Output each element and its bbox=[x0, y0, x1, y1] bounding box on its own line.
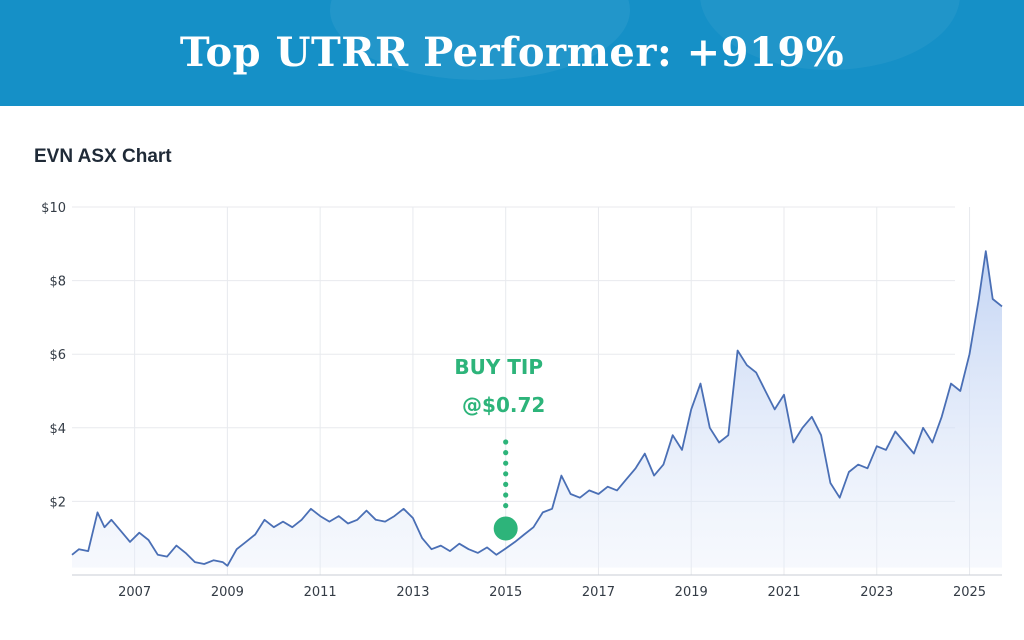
y-tick-label: $2 bbox=[49, 495, 66, 510]
y-tick-label: $8 bbox=[49, 275, 66, 290]
buy-tip-label: BUY TIP bbox=[454, 355, 543, 379]
buy-tip-price-label: @$0.72 bbox=[462, 393, 545, 417]
pointer-dot bbox=[503, 450, 509, 456]
y-tick-label: $4 bbox=[49, 422, 66, 437]
title-banner: Top UTRR Performer: +919% bbox=[0, 0, 1024, 106]
x-tick-label: 2009 bbox=[211, 585, 244, 600]
price-line bbox=[71, 250, 1003, 567]
buy-point-marker bbox=[493, 516, 518, 541]
x-tick-label: 2021 bbox=[767, 585, 800, 600]
price-area bbox=[72, 251, 1002, 568]
buy-tip-annotation: BUY TIP @$0.72 bbox=[454, 355, 545, 541]
axis-ticks: $2 $4 $6 $8 $10 2007 2009 2011 2013 2015 2017 2019 2… bbox=[41, 201, 986, 600]
pointer-dot bbox=[503, 503, 509, 509]
pointer-dot bbox=[503, 471, 509, 477]
x-tick-label: 2013 bbox=[396, 585, 429, 600]
x-tick-label: 2025 bbox=[953, 585, 986, 600]
y-tick-label: $6 bbox=[49, 348, 66, 363]
buy-tip-pointer bbox=[503, 439, 509, 509]
pointer-dot bbox=[503, 481, 509, 487]
x-tick-label: 2011 bbox=[304, 585, 337, 600]
pointer-dot bbox=[503, 439, 509, 445]
pointer-dot bbox=[503, 492, 509, 498]
x-tick-label: 2017 bbox=[582, 585, 615, 600]
x-tick-label: 2007 bbox=[118, 585, 151, 600]
pointer-dot bbox=[503, 460, 509, 466]
x-tick-label: 2023 bbox=[860, 585, 893, 600]
banner-title: Top UTRR Performer: +919% bbox=[179, 29, 845, 76]
x-tick-label: 2019 bbox=[675, 585, 708, 600]
chart-title: EVN ASX Chart bbox=[34, 146, 172, 167]
y-tick-label: $10 bbox=[41, 201, 66, 216]
x-tick-label: 2015 bbox=[489, 585, 522, 600]
